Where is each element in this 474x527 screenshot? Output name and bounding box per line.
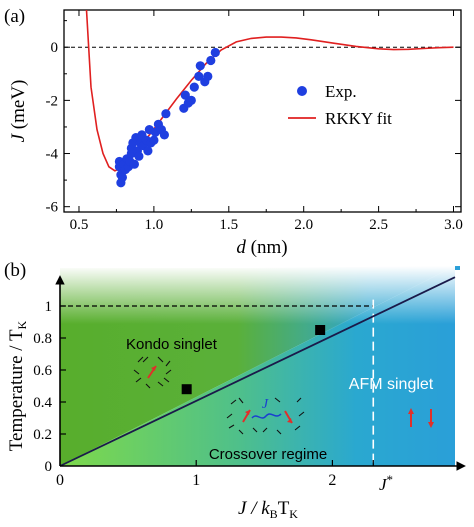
panel-a-plot-area: 0.5 1.0 1.5 2.0 2.5 3.0 0 -2 -4 -6 bbox=[46, 10, 463, 233]
panel-a-xlabel: d (nm) bbox=[236, 237, 287, 258]
exp-data-point bbox=[161, 109, 171, 119]
afm-spin-pair bbox=[408, 408, 434, 428]
exp-data-point bbox=[186, 95, 196, 105]
exp-data-point bbox=[149, 135, 159, 145]
panel-a-frame bbox=[63, 9, 462, 213]
crossover-right-spin-icon bbox=[284, 410, 293, 424]
exp-data-point bbox=[194, 71, 204, 81]
panel-a-ylabel: J (meV) bbox=[8, 80, 29, 143]
crossover-left-spin-icon bbox=[242, 409, 251, 423]
crossover-spin-cluster: J bbox=[226, 397, 305, 435]
panel-b-label: (b) bbox=[4, 260, 26, 281]
panel-b-y-tick-label: 0.6 bbox=[33, 363, 52, 379]
crossover-boundary-line bbox=[59, 276, 456, 467]
panel-a: (a) 0.5 1.0 1.5 2.0 2.5 3.0 0 -2 -4 -6 J (meV) d … bbox=[4, 6, 463, 258]
afm-up-spin-icon bbox=[408, 408, 414, 427]
jstar-label: J* bbox=[379, 472, 393, 494]
kondo-central-spin-icon bbox=[147, 365, 157, 379]
panel-b: (b) 0 1 2 1 0.8 0.6 0.4 0.2 0 Temperature / TK J… bbox=[4, 260, 466, 521]
panel-a-x-tick-label: 2.5 bbox=[369, 217, 388, 233]
kondo-electron-spins-icon bbox=[133, 356, 172, 389]
exp-data-point bbox=[117, 172, 127, 182]
exp-data-point bbox=[143, 146, 153, 156]
panel-b-xlabel: J / kBTK bbox=[238, 498, 298, 521]
panel-a-y-tick-label: -4 bbox=[46, 147, 59, 163]
panel-a-x-tick-label: 1.0 bbox=[145, 217, 164, 233]
exp-data-point bbox=[134, 151, 144, 161]
panel-a-x-tick-label: 0.5 bbox=[70, 217, 89, 233]
region-afm-label: AFM singlet bbox=[349, 376, 434, 393]
panel-b-ylabel: Temperature / TK bbox=[6, 320, 29, 451]
coupling-label: J bbox=[262, 397, 269, 412]
crossover-electron-spins-icon bbox=[226, 397, 305, 435]
panel-b-y-tick-label: 0 bbox=[45, 459, 53, 475]
exp-data-point bbox=[210, 47, 220, 58]
afm-down-spin-icon bbox=[428, 409, 434, 428]
kondo-spin-cluster bbox=[133, 356, 172, 389]
panel-a-y-tick-label: -6 bbox=[46, 200, 59, 216]
coupling-wave-icon bbox=[251, 413, 282, 419]
panel-a-x-tick-label: 2.0 bbox=[294, 217, 313, 233]
exp-data-point bbox=[180, 90, 190, 100]
panel-b-x-tick-label: 0 bbox=[56, 472, 64, 489]
region-crossover-label: Crossover regime bbox=[209, 446, 327, 463]
rkky-fit-curve bbox=[85, 10, 454, 172]
top-fade bbox=[60, 266, 455, 324]
exp-data-point bbox=[206, 55, 216, 66]
panel-a-label: (a) bbox=[4, 6, 25, 27]
exp-data-point bbox=[129, 159, 139, 169]
panel-a-y-tick-label: -2 bbox=[46, 93, 59, 109]
exp-data-point bbox=[203, 71, 213, 81]
panel-b-y-tick-label: 0.8 bbox=[33, 331, 52, 347]
panel-a-x-tick-label: 3.0 bbox=[444, 217, 463, 233]
exp-data-point bbox=[195, 61, 205, 71]
panel-b-y-tick-label: 0.4 bbox=[33, 395, 52, 411]
panel-a-legend: Exp. RKKY fit bbox=[288, 82, 392, 128]
legend-exp-marker bbox=[297, 86, 307, 96]
boundary-square-marker bbox=[315, 325, 326, 335]
exp-data-point bbox=[189, 82, 199, 92]
panel-a-y-tick-label: 0 bbox=[51, 40, 59, 56]
exp-data-point bbox=[159, 130, 169, 140]
legend-exp-label: Exp. bbox=[325, 82, 357, 101]
panel-b-x-tick-label: 2 bbox=[328, 472, 336, 489]
panel-b-y-tick-label: 1 bbox=[45, 299, 53, 315]
panel-b-x-tick-label: 1 bbox=[192, 472, 200, 489]
boundary-square-marker bbox=[181, 384, 192, 395]
region-kondo-label: Kondo singlet bbox=[126, 336, 218, 353]
panel-a-x-tick-label: 1.5 bbox=[219, 217, 238, 233]
panel-b-y-tick-label: 0.2 bbox=[33, 427, 52, 443]
panel-b-plot-area: 0 1 2 1 0.8 0.6 0.4 0.2 0 bbox=[33, 276, 456, 489]
legend-fit-label: RKKY fit bbox=[325, 109, 392, 128]
